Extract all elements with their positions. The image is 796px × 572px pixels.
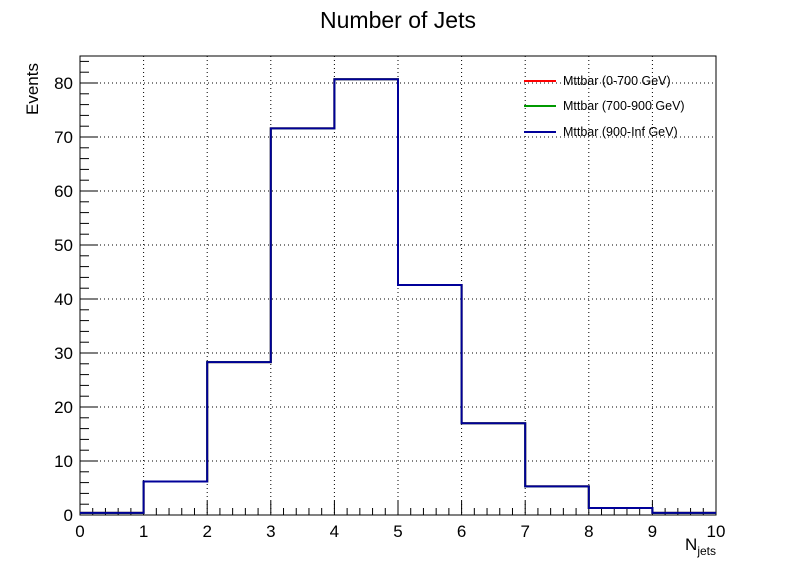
x-tick-label: 3 [266, 522, 275, 541]
y-tick-label: 30 [54, 344, 73, 363]
x-tick-label: 5 [393, 522, 402, 541]
x-axis-label-main: N [685, 535, 697, 554]
axis-ticks: 0 1 2 3 4 5 6 7 8 9 10 0 10 20 30 40 50 60 70 80 [54, 60, 726, 541]
histogram-series-line [80, 78, 716, 514]
series-group [80, 78, 716, 514]
x-tick-label: 6 [457, 522, 466, 541]
x-axis-label-subscript: jets [696, 544, 716, 558]
y-tick-label: 80 [54, 74, 73, 93]
y-tick-label: 60 [54, 182, 73, 201]
x-tick-label: 10 [707, 522, 726, 541]
y-tick-label: 20 [54, 398, 73, 417]
y-tick-label: 40 [54, 290, 73, 309]
legend-label: Mttbar (700-900 GeV) [563, 99, 685, 113]
chart-title: Number of Jets [320, 7, 476, 33]
x-tick-label: 7 [520, 522, 529, 541]
x-tick-label: 9 [648, 522, 657, 541]
legend-label: Mttbar (0-700 GeV) [563, 74, 671, 88]
y-tick-label: 0 [64, 506, 73, 525]
x-axis-label: Njets [685, 535, 716, 558]
legend-label: Mttbar (900-Inf GeV) [563, 125, 678, 139]
legend: Mttbar (0-700 GeV) Mttbar (700-900 GeV) Mt… [524, 74, 685, 139]
y-tick-label: 10 [54, 452, 73, 471]
x-tick-label: 8 [584, 522, 593, 541]
x-tick-label: 4 [330, 522, 339, 541]
y-tick-label: 50 [54, 236, 73, 255]
x-tick-label: 1 [139, 522, 148, 541]
y-tick-label: 70 [54, 128, 73, 147]
x-tick-label: 2 [202, 522, 211, 541]
x-tick-label: 0 [75, 522, 84, 541]
y-axis-label: Events [23, 63, 42, 115]
